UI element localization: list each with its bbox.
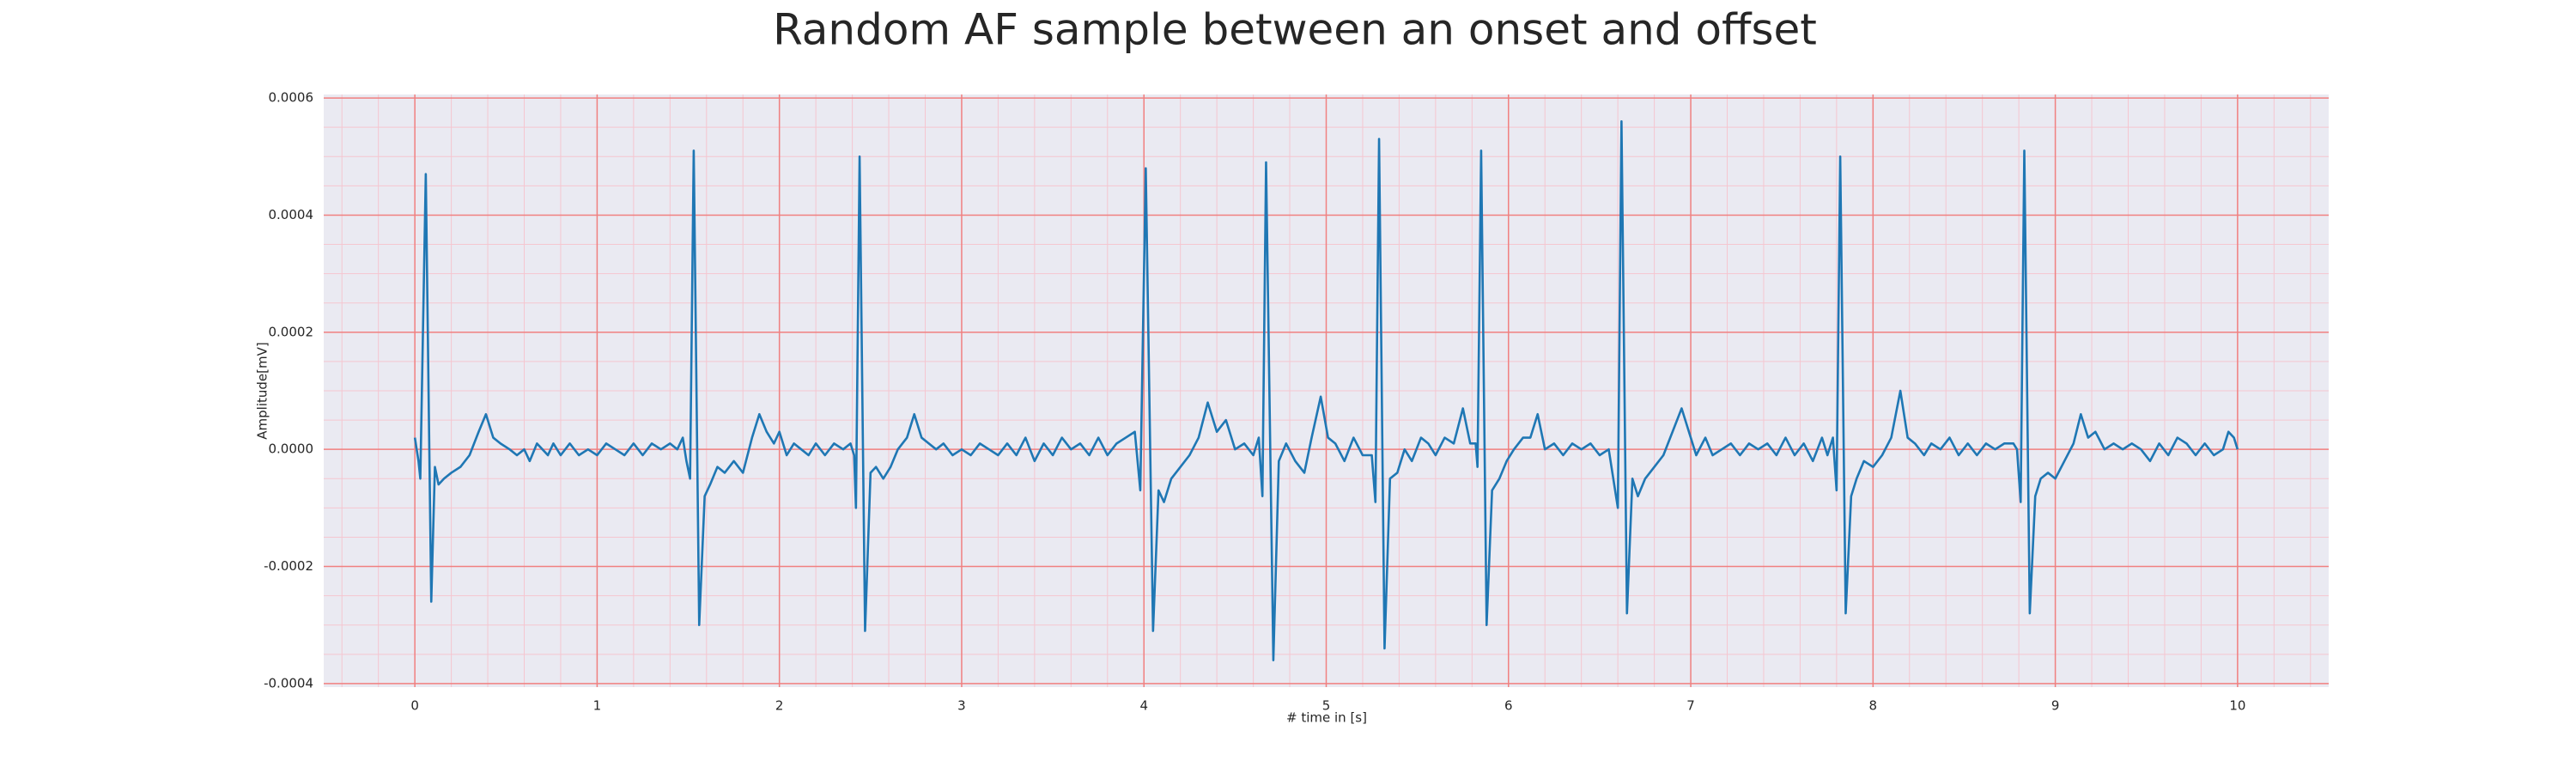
y-tick-label: 0.0004 [269,207,314,222]
x-tick-label: 4 [1139,698,1148,714]
y-tick-label: 0.0002 [269,324,314,339]
x-tick-label: 2 [775,698,784,714]
x-tick-label: 8 [1869,698,1878,714]
x-tick-label: 1 [593,698,602,714]
y-axis-label: Amplitude[mV] [255,342,270,439]
x-tick-label: 9 [2051,698,2060,714]
y-tick-label: 0.0000 [269,441,314,457]
signal-line [413,120,2239,661]
y-tick-label: -0.0002 [264,558,313,574]
y-tick-label: -0.0004 [264,675,313,691]
chart-title: Random AF sample between an onset and of… [773,5,1817,55]
x-tick-label: 6 [1504,698,1513,714]
x-tick-label: 10 [2229,698,2245,714]
x-tick-label: 5 [1322,698,1331,714]
x-axis-label: # time in [s] [1286,710,1367,726]
y-tick-label: 0.0006 [269,90,314,106]
x-tick-label: 7 [1686,698,1695,714]
x-tick-label: 3 [957,698,966,714]
x-tick-label: 0 [410,698,419,714]
